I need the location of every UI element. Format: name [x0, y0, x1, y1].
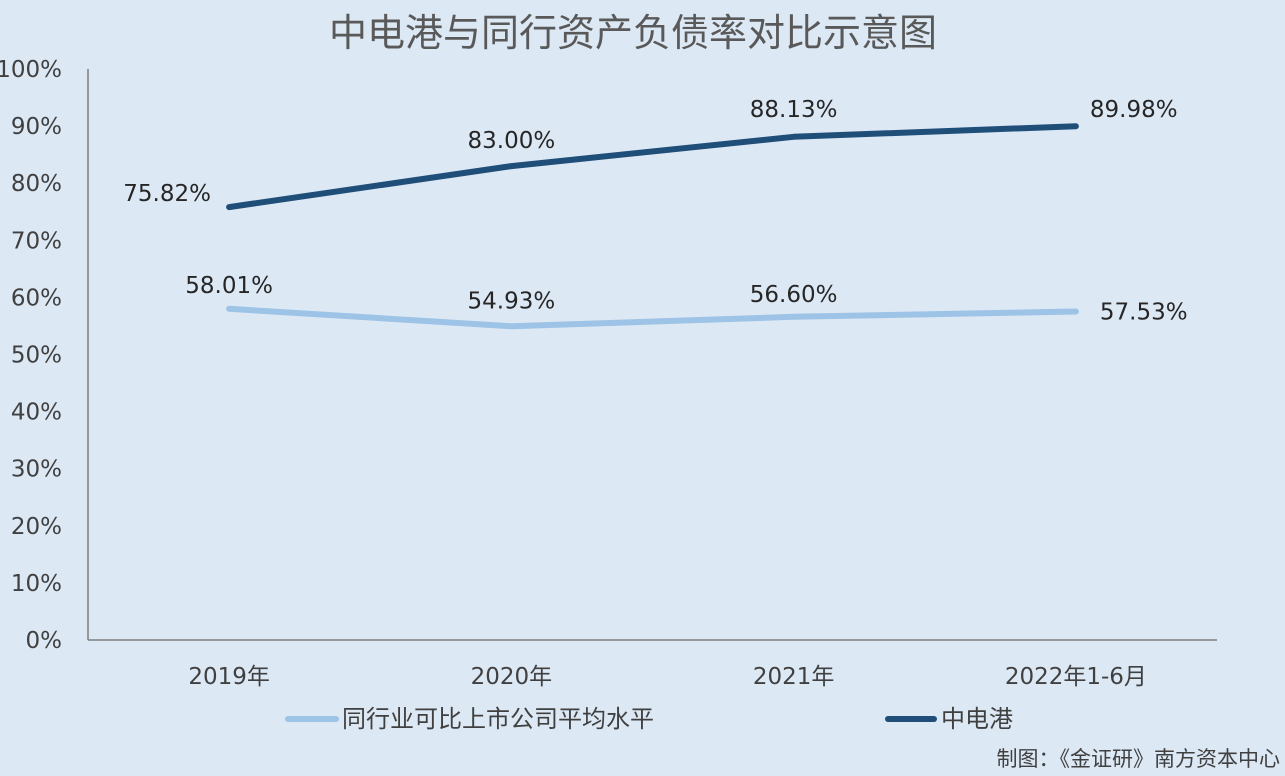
y-tick-label: 60%: [11, 285, 62, 311]
y-tick-label: 30%: [11, 457, 62, 483]
data-label: 54.93%: [468, 288, 556, 314]
x-axis: 2019年 2020年 2021年 2022年1-6月: [88, 639, 1217, 690]
cec-port-line: [226, 123, 1079, 211]
plot-area: [226, 123, 1079, 330]
data-label: 83.00%: [468, 128, 556, 154]
y-tick-label: 0%: [26, 628, 63, 654]
y-tick-label: 90%: [11, 114, 62, 140]
peer-average-line: [226, 305, 1079, 330]
data-label: 75.82%: [123, 181, 211, 207]
chart-title: 中电港与同行资产负债率对比示意图: [329, 11, 937, 55]
legend-label-peer-average: 同行业可比上市公司平均水平: [342, 705, 654, 733]
y-tick-label: 40%: [11, 400, 62, 426]
legend-label-cec-port: 中电港: [941, 705, 1013, 733]
x-tick-label: 2022年1-6月: [1005, 664, 1147, 690]
data-label: 89.98%: [1090, 97, 1178, 123]
x-tick-label: 2020年: [471, 664, 553, 690]
x-tick-label: 2019年: [188, 664, 270, 690]
data-label: 56.60%: [750, 282, 838, 308]
y-tick-label: 20%: [11, 514, 62, 540]
data-label: 57.53%: [1100, 300, 1188, 326]
y-tick-label: 50%: [11, 343, 62, 369]
y-tick-label: 80%: [11, 171, 62, 197]
data-label: 58.01%: [185, 273, 273, 299]
legend: 同行业可比上市公司平均水平 中电港: [285, 705, 1013, 733]
y-axis: 0% 10% 20% 30% 40% 50% 60% 70% 80% 90% 100%: [0, 57, 89, 654]
data-label: 88.13%: [750, 97, 838, 123]
y-tick-label: 10%: [11, 571, 62, 597]
y-tick-label: 100%: [0, 57, 62, 83]
data-labels: 58.01% 54.93% 56.60% 57.53% 75.82% 83.00% 88.1…: [123, 97, 1187, 326]
source-note: 制图：《金证研》南方资本中心: [997, 747, 1281, 771]
y-tick-label: 70%: [11, 228, 62, 254]
x-tick-label: 2021年: [753, 664, 835, 690]
